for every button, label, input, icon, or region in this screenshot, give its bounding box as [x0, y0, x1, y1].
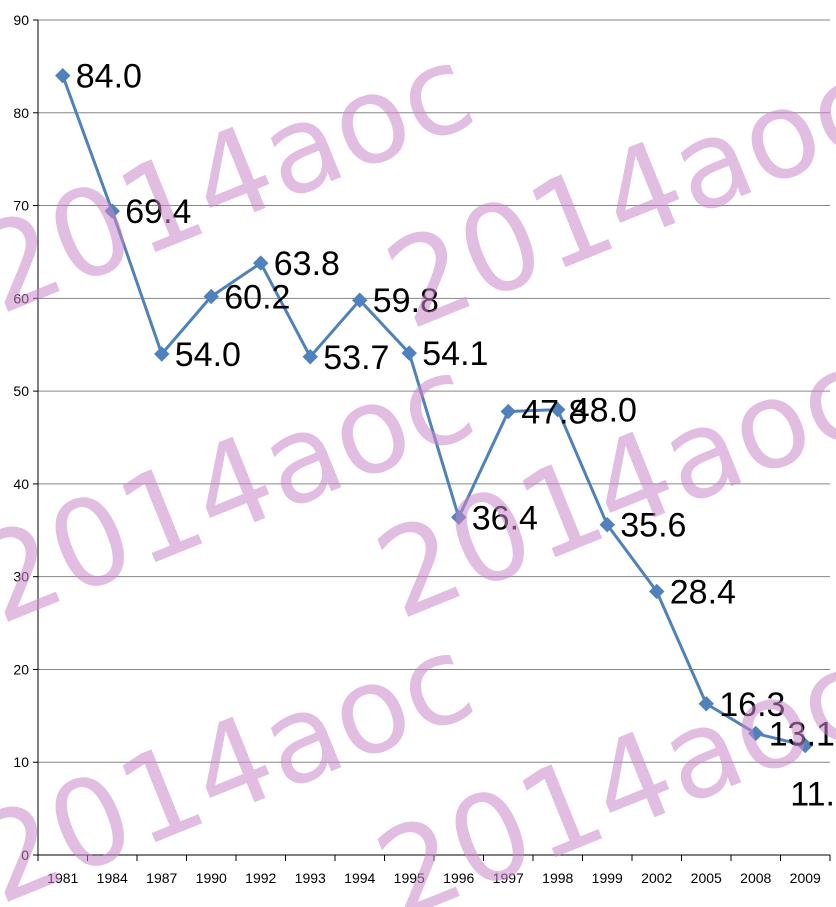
y-tick-label-0: 0 [21, 847, 29, 863]
y-tick-label-90: 90 [13, 12, 29, 28]
data-point-1981 [55, 67, 71, 84]
data-point-1998 [550, 401, 566, 418]
x-tick-label-1997: 1997 [493, 870, 524, 886]
x-tick-label-1992: 1992 [245, 870, 276, 886]
y-axis-ticks: 0 10 20 30 40 50 60 70 80 90 [13, 12, 38, 863]
data-point-1995 [401, 345, 417, 361]
x-tick-label-2009: 2009 [790, 870, 821, 886]
data-label-1984: 69.4 [125, 193, 191, 231]
data-point-2009 [797, 737, 813, 754]
y-tick-label-30: 30 [13, 569, 29, 585]
x-axis-ticks: 1981 1984 1987 1990 1992 1993 1994 1995 1996 1997… [37, 855, 831, 886]
data-label-1994: 59.8 [373, 282, 439, 320]
y-tick-label-80: 80 [13, 105, 29, 121]
data-label-1987: 54.0 [175, 336, 241, 374]
data-point-2005 [698, 696, 714, 712]
y-tick-label-60: 60 [13, 290, 29, 306]
x-tick-label-1981: 1981 [47, 870, 78, 886]
x-tick-label-1993: 1993 [295, 870, 326, 886]
y-tick-label-20: 20 [13, 661, 29, 677]
x-tick-label-1996: 1996 [443, 870, 474, 886]
watermarks: 2014aoc2014aoc2014aoc2014aoc2014aoc2014a… [0, 19, 836, 907]
data-label-1999: 35.6 [620, 507, 686, 545]
x-tick-label-1987: 1987 [146, 870, 177, 886]
data-labels: 84.0 69.4 54.0 60.263.8 53.7 59.8 54.1 36.4 47.8… [76, 58, 836, 814]
x-tick-label-1990: 1990 [196, 870, 227, 886]
data-label-2009: 11.8 [790, 776, 836, 814]
series-line [55, 67, 813, 754]
data-label-1996: 36.4 [472, 499, 538, 537]
data-point-1994 [352, 292, 368, 308]
data-label-2008: 13.1 [769, 715, 835, 753]
x-tick-label-1998: 1998 [542, 870, 573, 886]
data-point-1992 [253, 255, 269, 271]
x-tick-label-1984: 1984 [97, 870, 128, 886]
data-point-2008 [748, 725, 764, 742]
data-point-1990 [203, 288, 219, 305]
data-label-1997: 47.8 [521, 394, 587, 432]
x-tick-label-1999: 1999 [592, 870, 623, 886]
y-tick-label-10: 10 [13, 754, 29, 770]
data-label-1990: 60.2 [224, 278, 290, 316]
y-tick-label-70: 70 [13, 198, 29, 214]
y-tick-label-40: 40 [13, 476, 29, 492]
data-point-1993 [302, 349, 318, 365]
data-label-1998: 48.0 [571, 392, 637, 430]
data-point-1997 [500, 403, 516, 420]
data-point-1984 [104, 203, 120, 219]
data-label-1993: 53.7 [323, 339, 389, 377]
data-point-1996 [451, 509, 467, 525]
x-tick-label-2002: 2002 [641, 870, 672, 886]
data-label-1995: 54.1 [422, 335, 488, 373]
x-tick-label-1995: 1995 [394, 870, 425, 886]
data-label-1981: 84.0 [76, 58, 142, 96]
y-tick-label-50: 50 [13, 383, 29, 399]
data-point-2002 [649, 583, 665, 600]
data-label-1992: 63.8 [274, 245, 340, 283]
data-point-1987 [154, 346, 170, 362]
x-tick-label-1994: 1994 [344, 870, 375, 886]
x-tick-label-2005: 2005 [691, 870, 722, 886]
data-point-1999 [599, 517, 615, 533]
x-tick-label-2008: 2008 [740, 870, 771, 886]
data-label-2002: 28.4 [670, 574, 736, 612]
data-label-2005: 16.3 [719, 686, 785, 724]
gridlines [37, 19, 830, 856]
series-polyline [61, 75, 806, 747]
